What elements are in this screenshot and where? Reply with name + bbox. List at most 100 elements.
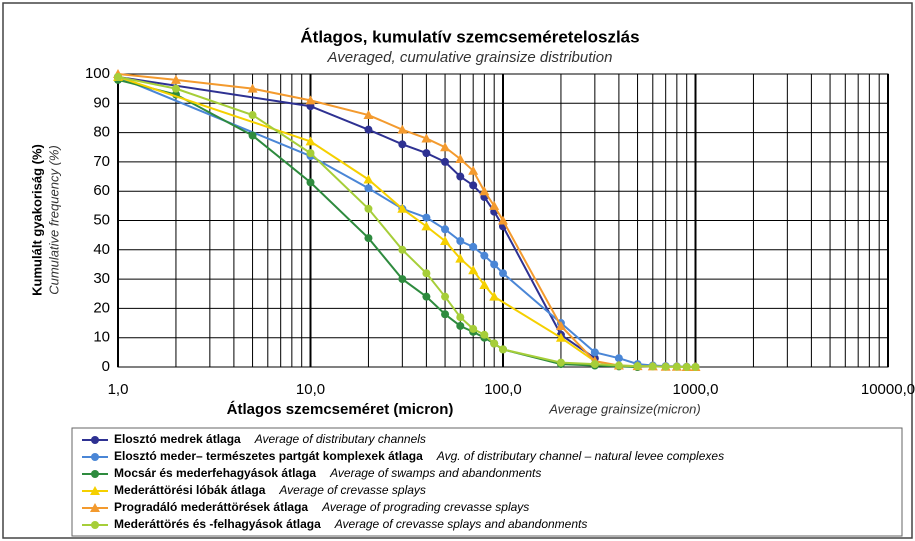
data-point xyxy=(305,136,316,146)
data-point xyxy=(455,153,466,163)
data-point xyxy=(479,279,490,289)
y-tick-label: 0 xyxy=(102,358,110,375)
data-point xyxy=(364,234,373,243)
data-point xyxy=(456,172,465,181)
data-point xyxy=(364,184,373,193)
data-point xyxy=(499,269,507,278)
y-tick-label: 100 xyxy=(85,65,110,82)
data-point xyxy=(422,292,431,301)
data-point xyxy=(398,275,407,284)
data-point xyxy=(170,74,181,84)
data-point xyxy=(490,339,499,348)
data-point xyxy=(456,237,465,246)
data-point xyxy=(489,200,500,210)
data-point xyxy=(691,363,700,371)
data-point xyxy=(364,204,373,213)
y-tick-label: 80 xyxy=(93,124,110,141)
data-point xyxy=(248,131,257,140)
legend-marker xyxy=(91,521,99,529)
data-point xyxy=(306,178,315,187)
data-point xyxy=(306,149,315,158)
legend-label-en: Avg. of distributary channel – natural l… xyxy=(436,449,724,463)
data-point xyxy=(590,360,599,369)
x-tick-label: 1,0 xyxy=(108,381,129,398)
data-point xyxy=(441,292,450,301)
data-point xyxy=(468,265,479,275)
legend-label: Mocsár és mederfehagyások átlaga xyxy=(114,466,316,480)
data-point xyxy=(441,225,450,234)
data-point xyxy=(114,72,122,81)
data-point xyxy=(590,348,599,357)
data-point xyxy=(422,269,431,278)
data-point xyxy=(456,321,465,330)
x-tick-label: 10,0 xyxy=(296,381,325,398)
data-point xyxy=(555,332,566,342)
data-point xyxy=(248,111,257,120)
y-tick-label: 60 xyxy=(93,182,110,199)
data-point xyxy=(441,157,450,166)
legend-label-en: Average of crevasse splays xyxy=(278,483,426,497)
data-point xyxy=(469,242,478,251)
x-tick-label: 10000,0 xyxy=(861,381,915,398)
chart-subtitle: Averaged, cumulative grainsize distribut… xyxy=(327,49,613,66)
x-tick-label: 100,0 xyxy=(484,381,522,398)
data-point xyxy=(440,142,451,152)
chart-title: Átlagos, kumulatív szemcseméreteloszlás xyxy=(300,27,639,46)
data-point xyxy=(171,84,180,93)
series-line xyxy=(117,75,696,368)
legend-label-en: Average of swamps and abandonments xyxy=(329,466,541,480)
legend-marker xyxy=(91,453,99,461)
legend xyxy=(71,427,903,537)
data-point xyxy=(363,110,374,120)
data-point xyxy=(364,125,373,134)
legend-marker xyxy=(90,503,100,512)
data-point xyxy=(633,362,642,371)
legend-label-en: Average of crevasse splays and abandonme… xyxy=(334,517,588,531)
legend-label-en: Average of distributary channels xyxy=(254,432,426,446)
data-point xyxy=(469,181,478,190)
legend-label: Mederáttörési lóbák átlaga xyxy=(114,483,266,497)
data-point xyxy=(661,362,670,371)
data-point xyxy=(498,215,508,225)
data-point xyxy=(556,358,565,367)
y-tick-label: 70 xyxy=(93,153,110,170)
y-tick-label: 20 xyxy=(93,299,110,316)
legend-marker xyxy=(91,436,99,444)
data-point xyxy=(614,354,623,363)
data-point xyxy=(499,345,507,354)
data-point xyxy=(421,133,432,143)
data-point xyxy=(480,330,489,339)
legend-marker xyxy=(91,470,99,478)
y-tick-label: 90 xyxy=(93,94,110,111)
legend-label: Elosztó medrek átlaga xyxy=(114,432,241,446)
y-axis-label-en: Cumulative frequency (%) xyxy=(46,145,61,295)
data-point xyxy=(305,95,316,105)
data-point xyxy=(397,203,408,213)
series-line xyxy=(117,75,596,362)
data-point xyxy=(614,361,623,370)
data-point xyxy=(682,363,691,371)
legend-label-en: Average of prograding crevasse splays xyxy=(321,500,529,514)
data-point xyxy=(489,291,500,301)
data-point xyxy=(398,140,407,149)
data-point xyxy=(555,320,566,330)
data-point xyxy=(440,236,451,246)
data-point xyxy=(363,174,374,184)
data-point xyxy=(490,260,499,269)
data-point xyxy=(441,310,450,319)
data-point xyxy=(468,165,479,175)
y-tick-label: 40 xyxy=(93,241,110,258)
data-point xyxy=(397,124,408,134)
data-point xyxy=(672,362,681,371)
data-point xyxy=(398,245,407,254)
x-axis-label-en: Average grainsize(micron) xyxy=(548,401,701,416)
legend-label: Mederáttörés és -felhagyások átlaga xyxy=(114,517,321,531)
data-point xyxy=(456,313,465,322)
data-point xyxy=(421,221,432,231)
y-tick-label: 30 xyxy=(93,270,110,287)
data-point xyxy=(469,324,478,333)
data-point xyxy=(479,186,490,196)
legend-marker xyxy=(90,486,100,495)
y-tick-label: 10 xyxy=(93,329,110,346)
